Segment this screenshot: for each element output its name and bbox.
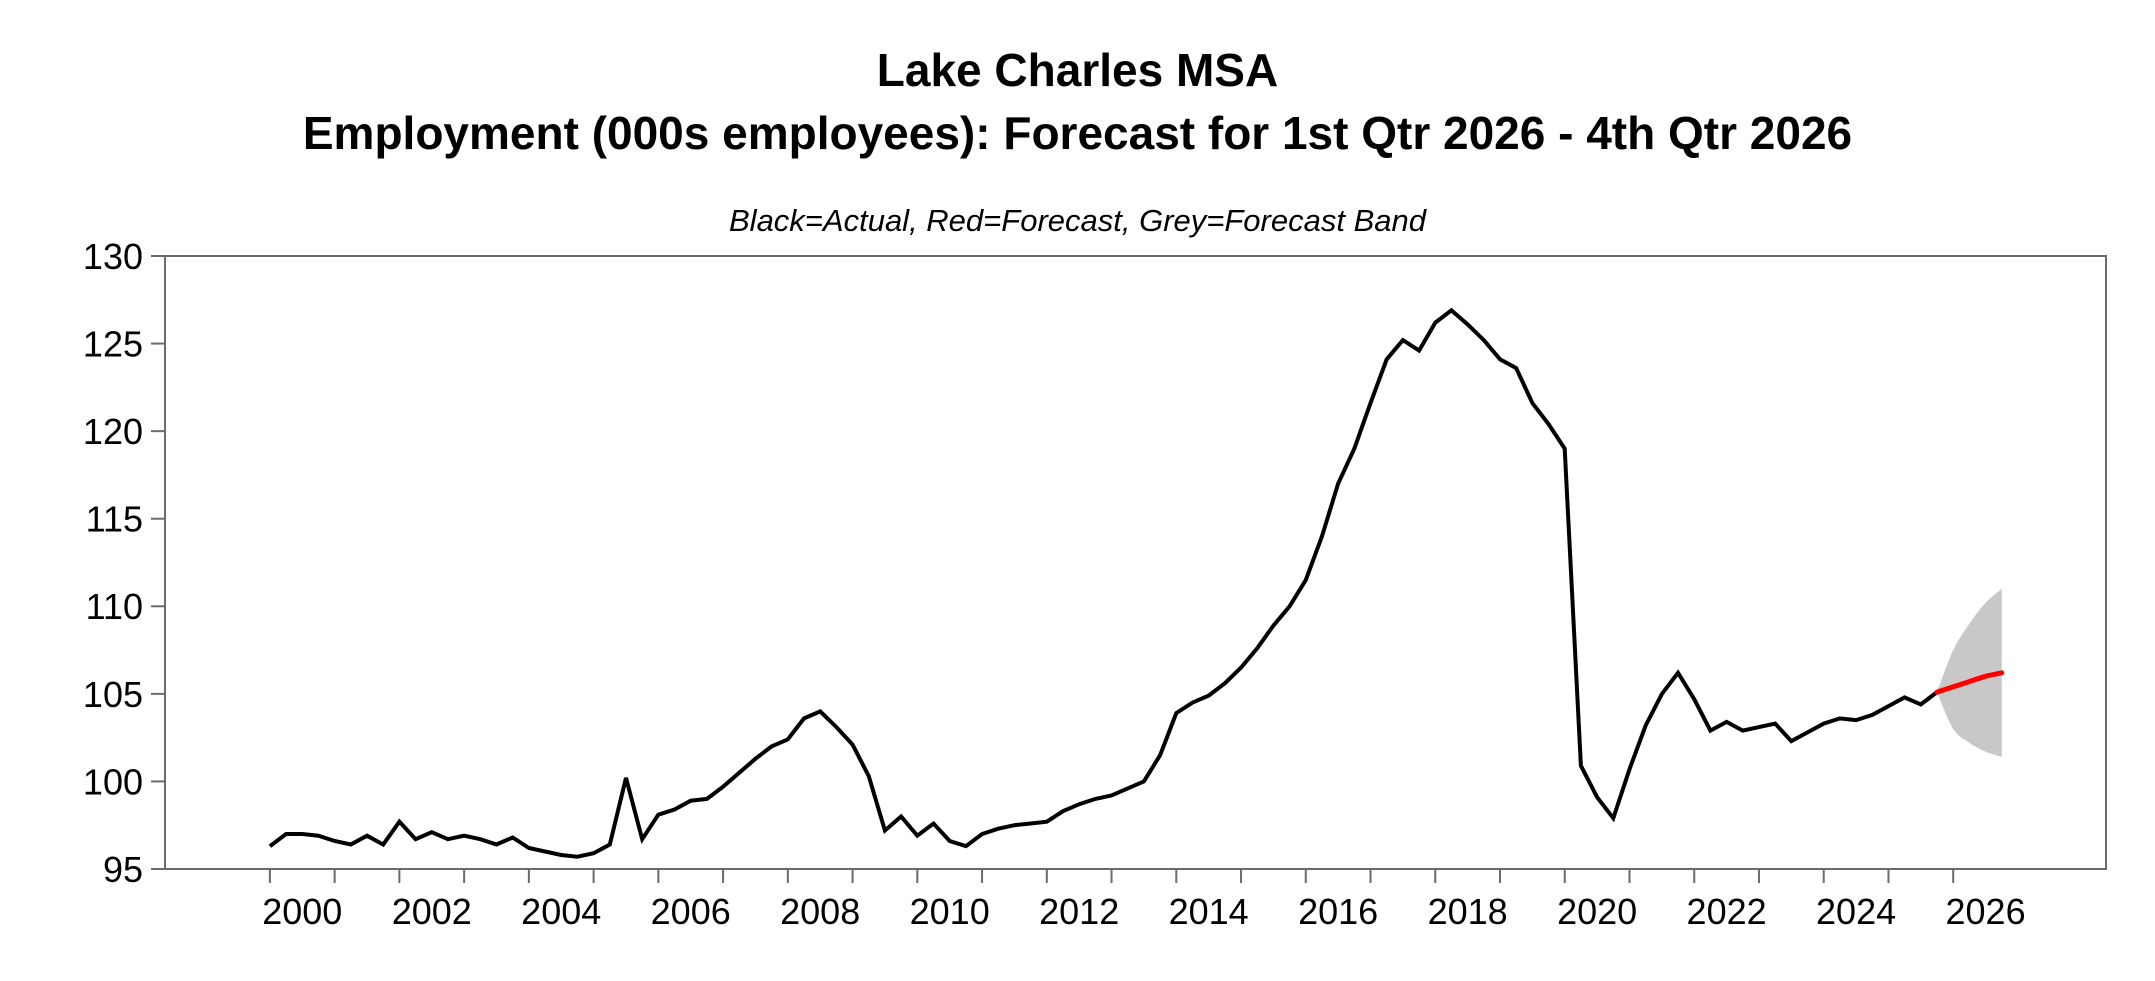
- y-axis-tick-label: 100: [83, 761, 143, 802]
- x-axis-tick-label: 2006: [651, 891, 731, 932]
- x-axis-tick-label: 2022: [1687, 891, 1767, 932]
- x-axis-tick-label: 2024: [1816, 891, 1896, 932]
- x-axis-tick-label: 2002: [392, 891, 472, 932]
- x-axis-tick-label: 2026: [1946, 891, 2026, 932]
- y-axis-tick-label: 125: [83, 324, 143, 365]
- chart-title-line2: Employment (000s employees): Forecast fo…: [302, 107, 1853, 159]
- x-axis-tick-label: 2020: [1557, 891, 1637, 932]
- x-axis-tick-label: 2004: [521, 891, 601, 932]
- x-axis-tick-label: 2016: [1298, 891, 1378, 932]
- x-axis-tick-label: 2008: [780, 891, 860, 932]
- x-axis-tick-label: 2018: [1428, 891, 1508, 932]
- x-axis-tick-label: 2012: [1039, 891, 1119, 932]
- plot-frame: [164, 255, 2107, 870]
- y-axis-tick-label: 105: [83, 674, 143, 715]
- y-axis-tick-label: 95: [103, 849, 143, 890]
- chart-subtitle: Black=Actual, Red=Forecast, Grey=Forecas…: [729, 203, 1426, 238]
- y-axis-tick-label: 120: [83, 411, 143, 452]
- forecast-series-line: [1934, 670, 2005, 695]
- x-axis-tick-label: 2010: [910, 891, 990, 932]
- y-axis-tick-label: 110: [86, 586, 143, 627]
- y-axis-tick-label: 115: [86, 499, 143, 540]
- y-axis-tick-label: 130: [83, 236, 143, 277]
- actual-series-line: [268, 307, 1939, 859]
- x-axis-tick-label: 2000: [262, 891, 342, 932]
- forecast-band-area: [1937, 588, 2002, 757]
- x-axis-tick-label: 2014: [1169, 891, 1249, 932]
- chart-title-line1: Lake Charles MSA: [876, 44, 1279, 96]
